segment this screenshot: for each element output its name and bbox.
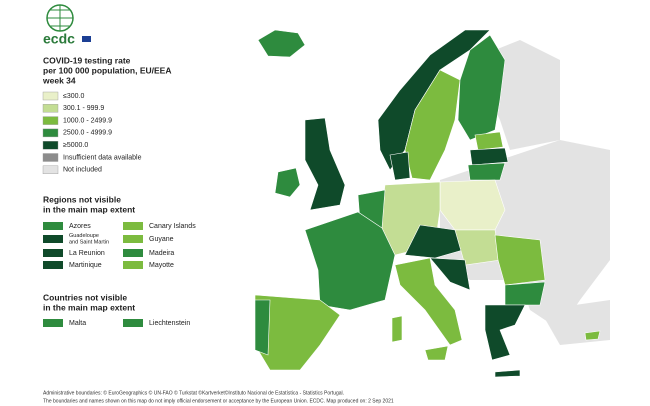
region-swatch <box>43 235 63 243</box>
estonia <box>474 131 504 151</box>
region-swatch <box>43 261 63 269</box>
logo-text: ecdc <box>43 31 75 47</box>
eu-flag <box>82 36 91 42</box>
country-swatch <box>43 319 63 327</box>
legend-swatch <box>42 104 59 113</box>
region-swatch <box>43 249 63 257</box>
legend-label: 300.1 - 999.9 <box>63 105 104 112</box>
region-swatch <box>43 222 63 230</box>
ireland <box>274 167 301 198</box>
region-label: Mayotte <box>149 262 174 269</box>
croatia-slovenia <box>429 257 471 291</box>
section-heading: in the main map extent <box>43 302 135 312</box>
italy <box>394 257 463 346</box>
france <box>304 211 396 311</box>
region-label: Martinique <box>69 262 102 269</box>
section-heading: Countries not visible <box>43 292 127 302</box>
legend-label: 1000.0 - 2499.9 <box>63 117 112 124</box>
legend-swatch <box>42 153 59 162</box>
legend-label: Insufficient data available <box>63 154 142 161</box>
region-label: Madeira <box>149 250 174 257</box>
country-label: Malta <box>69 320 86 327</box>
legend-swatch <box>42 165 59 175</box>
region-swatch <box>123 249 143 257</box>
legend-swatch <box>42 140 59 150</box>
greece <box>484 304 526 361</box>
section-heading: in the main map extent <box>43 204 135 214</box>
portugal <box>254 299 271 356</box>
region-label: La Reunion <box>69 250 105 257</box>
legend-label: ≤300.0 <box>63 93 84 100</box>
country-label: Liechtenstein <box>149 320 190 327</box>
region-label: Azores <box>69 223 91 230</box>
section-heading: Regions not visible <box>43 194 121 204</box>
legend-label: Not included <box>63 167 102 174</box>
logo-grid <box>47 5 73 31</box>
region-swatch <box>123 222 143 230</box>
region-swatch <box>123 235 143 243</box>
region-swatch <box>123 261 143 269</box>
legend-label: ≥5000.0 <box>63 142 88 149</box>
romania <box>494 234 546 286</box>
countries: Malta Liechtenstein <box>43 319 190 327</box>
finland <box>457 34 506 141</box>
region-label: and Saint Martin <box>69 240 109 246</box>
region-label: Canary Islands <box>149 223 196 230</box>
region-label: Guyane <box>149 236 174 243</box>
footer-line: The boundaries and names shown on this m… <box>43 398 394 404</box>
legend-label: 2500.0 - 4999.9 <box>63 130 112 137</box>
sardinia <box>391 315 403 343</box>
czechia-austria <box>404 224 471 259</box>
region-label: Guadeloupe <box>69 233 99 239</box>
legend-swatch <box>42 128 59 138</box>
legend-swatch <box>42 116 59 125</box>
cyprus <box>584 330 601 341</box>
country-swatch <box>123 319 143 327</box>
denmark <box>389 151 411 181</box>
title-line: week 34 <box>42 75 76 85</box>
sweden <box>404 69 461 181</box>
legend: ≤300.0 300.1 - 999.9 1000.0 - 2499.9 2500.0… <box>42 91 142 175</box>
legend-swatch <box>42 91 59 101</box>
title-line: per 100 000 population, EU/EEA <box>43 65 171 75</box>
title-line: COVID-19 testing rate <box>43 55 131 65</box>
footer-line: Administrative boundaries: © EuroGeograp… <box>43 389 344 396</box>
bulgaria <box>504 281 546 306</box>
united-kingdom <box>304 117 346 211</box>
lithuania <box>467 162 506 181</box>
iceland <box>257 29 306 58</box>
sicily <box>424 345 449 361</box>
latvia <box>469 147 509 166</box>
crete <box>494 369 521 378</box>
poland <box>439 179 506 231</box>
